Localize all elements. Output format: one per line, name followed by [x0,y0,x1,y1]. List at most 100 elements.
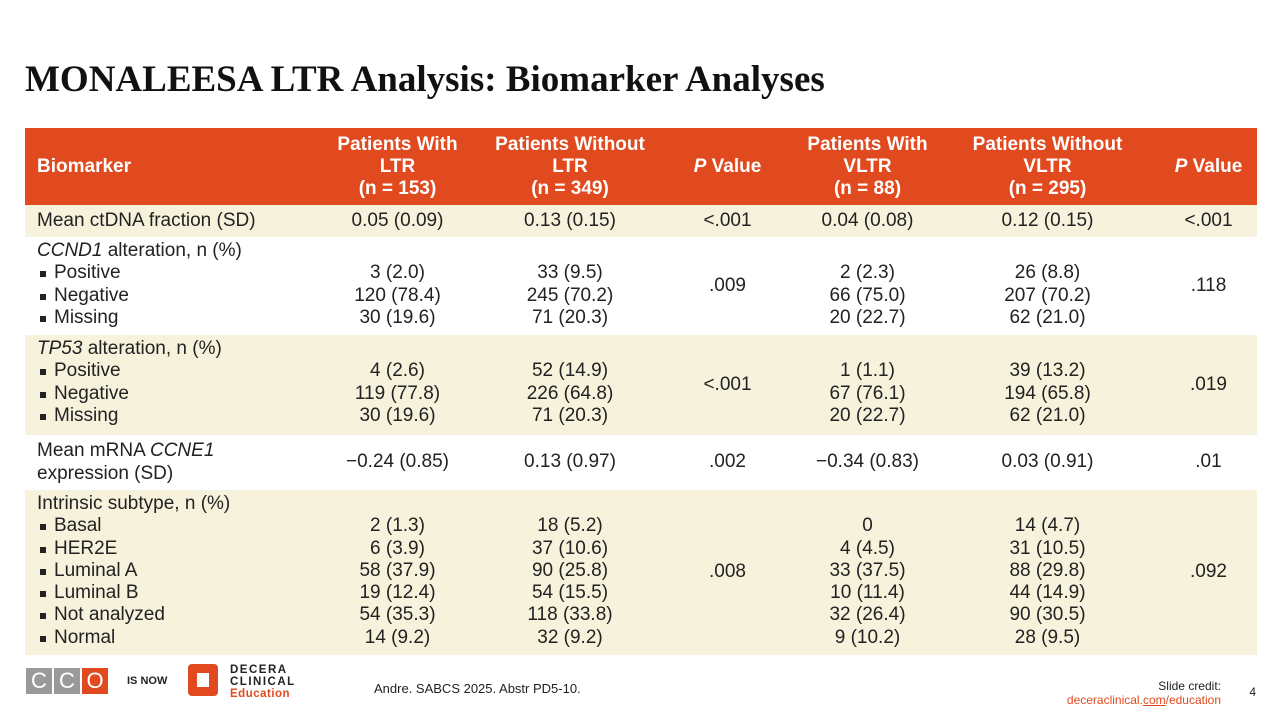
label-line: Intrinsic subtype, n (%) [37,493,310,515]
value-cell: <.001 [1160,205,1257,237]
label-item: Not analyzed [37,604,310,626]
value-line: 4 (2.6) [370,360,425,382]
value-line: 90 (25.8) [531,559,609,581]
value-line: 26 (8.8) [1014,262,1081,284]
value-line: 207 (70.2) [1004,284,1091,306]
header-cell: Patients Without VLTR (n = 295) [935,128,1160,205]
value-line: 119 (77.8) [354,382,441,404]
spacer-line [485,493,655,515]
link-part: /education [1165,693,1221,707]
label-line: expression (SD) [37,462,174,484]
value-cell: <.001 [655,335,800,435]
spacer-line [310,338,485,360]
is-now-text: IS NOW [127,675,168,687]
value-cell: 0.04 (0.08) [800,205,935,237]
label-line: CCND1 alteration, n (%) [37,240,310,262]
header-row: Biomarker Patients With LTR (n = 153) Patien… [25,128,1257,205]
label-gene: TP53 [37,338,83,359]
header-line: Biomarker [37,155,131,177]
header-text: Value [711,155,762,177]
value-cell: 0.13 (0.97) [524,451,616,473]
value-line: 194 (65.8) [1004,382,1091,404]
value-cell: .019 [1160,335,1257,435]
value-line: 245 (70.2) [526,284,614,306]
value-line: 20 (22.7) [829,306,906,328]
value-cell: .009 [709,274,746,296]
spacer-line [485,338,655,360]
credit-label: Slide credit: [1158,679,1221,693]
value-cell: 39 (13.2) 194 (65.8) 62 (21.0) [935,335,1160,435]
header-cell: P Value [655,128,800,205]
spacer-line [310,493,485,515]
value-cell: 0.13 (0.15) [485,205,655,237]
label-line: Mean mRNA CCNE1 [37,440,310,462]
value-line: 71 (20.3) [531,306,609,328]
label-text: alteration, n (%) [102,240,242,261]
label-text: alteration, n (%) [82,338,222,359]
cco-letter: O [82,668,108,694]
spacer-line [935,493,1160,515]
label-item: Missing [37,405,310,427]
brand-name: DECERA CLINICAL Education [230,664,296,700]
value-cell: 4 (2.6) 119 (77.8) 30 (19.6) [310,335,485,435]
value-line: 66 (75.0) [829,284,906,306]
header-line: (n = 153) [358,177,437,199]
table-row: Mean ctDNA fraction (SD) 0.05 (0.09) 0.13 … [25,205,1257,237]
table-row: TP53 alteration, n (%) Positive Negative Mi… [25,335,1257,435]
label-text: Mean ctDNA fraction (SD) [37,209,256,231]
header-line: LTR [379,155,416,177]
value-line: 2 (2.3) [840,262,895,284]
label-text: Intrinsic subtype, n (%) [37,493,231,514]
header-line: VLTR [1023,155,1072,177]
link-part: deceraclinical. [1066,693,1143,707]
brand-line: CLINICAL [230,676,296,688]
value-line: 54 (15.5) [531,582,609,604]
header-line: P Value [655,156,800,178]
value-line: 118 (33.8) [527,604,613,626]
value-line: 44 (14.9) [1009,582,1086,604]
value-cell: 1 (1.1) 67 (76.1) 20 (22.7) [800,335,935,435]
label-item: Negative [37,285,310,307]
spacer-line [935,338,1160,360]
value-line: 14 (4.7) [1014,515,1081,537]
spacer-line [800,338,935,360]
value-line: 37 (10.6) [531,537,609,559]
value-line: 14 (9.2) [364,626,431,648]
label-item: Luminal A [37,560,310,582]
header-line: (n = 349) [531,177,609,199]
value-line: 0 [862,515,873,537]
value-cell: −0.24 (0.85) [346,451,449,473]
credit-link[interactable]: deceraclinical.com/education [1067,693,1221,707]
label-item: Positive [37,360,310,382]
value-line: 2 (1.3) [370,515,425,537]
brand-line: Education [230,688,291,700]
label-gene: CCNE1 [149,440,215,462]
value-cell: .092 [1160,490,1257,655]
value-line: 4 (4.5) [840,537,895,559]
spacer-line [310,240,485,262]
value-line: 18 (5.2) [537,515,603,537]
header-em: P [693,155,707,177]
value-line: 120 (78.4) [354,284,441,306]
row-label: TP53 alteration, n (%) Positive Negative Mi… [25,335,310,435]
cco-letter: C [54,668,80,694]
value-line: 10 (11.4) [830,582,905,604]
value-line: 54 (35.3) [359,604,436,626]
value-line: 33 (37.5) [829,559,906,581]
value-line: 6 (3.9) [370,537,425,559]
decera-logo-icon [188,664,218,696]
table-row: Intrinsic subtype, n (%) Basal HER2E Lumina… [25,490,1257,655]
label-line: TP53 alteration, n (%) [37,338,310,360]
value-cell: 3 (2.0) 120 (78.4) 30 (19.6) [310,237,485,335]
link-part: com [1142,693,1166,707]
header-line: (n = 88) [833,177,902,199]
spacer-line [800,493,935,515]
label-item: HER2E [37,538,310,560]
value-line: 33 (9.5) [537,262,603,284]
value-line: 3 (2.0) [370,262,425,284]
header-cell: Patients With VLTR (n = 88) [800,128,935,205]
table-row: CCND1 alteration, n (%) Positive Negative M… [25,237,1257,335]
label-item: Positive [37,262,310,284]
